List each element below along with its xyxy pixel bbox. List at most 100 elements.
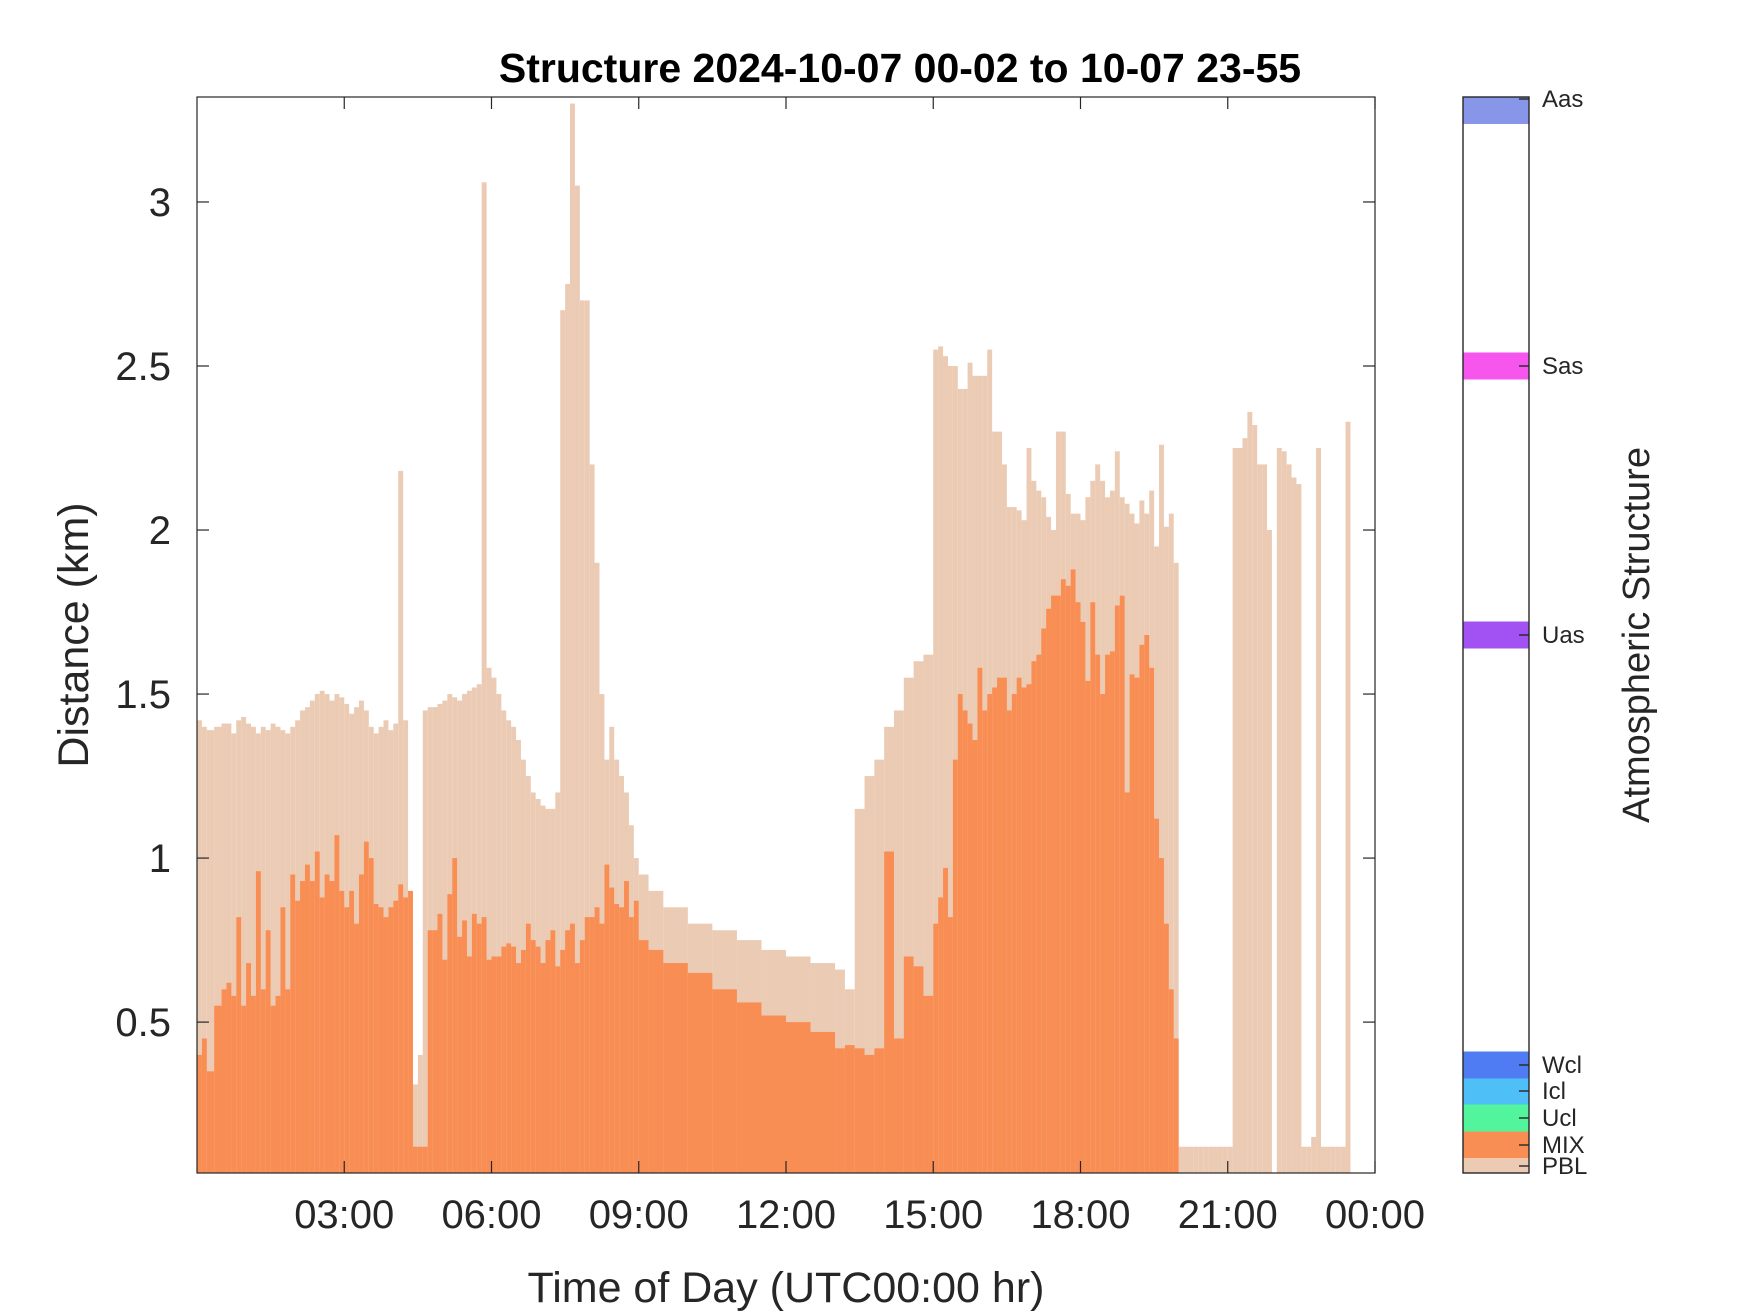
mix-bar: [373, 904, 379, 1173]
pbl-bar: [412, 1084, 418, 1173]
mix-bar: [290, 874, 296, 1173]
mix-bar: [516, 963, 521, 1173]
mix-bar: [982, 710, 988, 1173]
pbl-bar: [854, 808, 865, 1173]
pbl-bar: [1163, 526, 1169, 1173]
mix-bar: [893, 1038, 904, 1173]
pbl-bar: [417, 1054, 423, 1173]
mix-bar: [295, 900, 301, 1173]
y-axis: 0.5 1 1.5 2 2.5 3: [115, 181, 1375, 1045]
pbl-bar: [943, 356, 948, 1173]
pbl-bar: [1222, 1146, 1228, 1173]
mix-bar: [1041, 628, 1047, 1173]
mix-bar: [1159, 858, 1164, 1173]
mix-bar: [329, 881, 335, 1173]
mix-bar: [1055, 595, 1061, 1173]
pbl-bar: [1247, 411, 1253, 1173]
plot-area: [197, 103, 1351, 1174]
mix-bar: [275, 995, 281, 1173]
mix-bar: [525, 923, 531, 1173]
mix-bar: [570, 923, 575, 1173]
mix-bar: [1139, 644, 1145, 1173]
colorbar-band-pbl: [1463, 1159, 1529, 1173]
mix-bar: [1026, 684, 1032, 1173]
pbl-bar: [285, 733, 291, 1173]
colorbar-label-pbl: PBL: [1542, 1153, 1587, 1180]
pbl-bar: [275, 726, 281, 1173]
pbl-bar: [250, 726, 256, 1173]
mix-bar: [246, 963, 251, 1173]
mix-bar: [624, 881, 629, 1173]
mix-bar: [324, 874, 330, 1173]
pbl-bar: [231, 733, 237, 1173]
pbl-bar: [1281, 451, 1287, 1173]
pbl-bar: [197, 720, 202, 1173]
pbl-bar: [574, 185, 580, 1173]
mix-bar: [1149, 667, 1155, 1173]
pbl-bar: [1178, 1146, 1184, 1173]
mix-bar: [1031, 661, 1037, 1173]
mix-bar: [913, 966, 924, 1173]
colorbar-band-aas: [1463, 97, 1529, 124]
pbl-bar: [1262, 464, 1268, 1173]
pbl-bar: [246, 723, 251, 1173]
mix-bar: [501, 946, 507, 1173]
mix-bar: [604, 864, 610, 1173]
pbl-bar: [1345, 421, 1351, 1173]
mix-bar: [1134, 677, 1140, 1173]
mix-bar: [378, 907, 384, 1173]
mix-bar: [1075, 602, 1081, 1173]
y-tick-label: 1: [149, 837, 171, 881]
mix-bar: [452, 858, 458, 1173]
pbl-bar: [1168, 513, 1174, 1173]
colorbar-label-sas: Sas: [1542, 353, 1583, 380]
mix-bar: [393, 900, 399, 1173]
mix-bar: [442, 959, 448, 1173]
pbl-bar: [579, 300, 585, 1173]
mix-bar: [457, 936, 463, 1173]
mix-bar: [614, 904, 620, 1173]
mix-bar: [226, 982, 232, 1173]
mix-bar: [884, 851, 894, 1173]
mix-bar: [938, 897, 944, 1173]
pbl-bar: [570, 103, 575, 1173]
mix-bar: [1060, 579, 1066, 1173]
mix-bar: [957, 694, 963, 1173]
pbl-bar: [589, 464, 595, 1173]
mix-bar: [1021, 687, 1027, 1173]
mix-bar: [530, 940, 536, 1173]
mix-bar: [1011, 694, 1017, 1173]
mix-bar: [1173, 1038, 1179, 1173]
pbl-bar: [1198, 1146, 1204, 1173]
mix-bar: [663, 963, 688, 1173]
mix-bar: [412, 1146, 418, 1173]
pbl-bar: [947, 366, 953, 1173]
mix-bar: [736, 1002, 762, 1173]
pbl-bar: [933, 349, 939, 1174]
mix-bar: [712, 989, 737, 1173]
mix-bar: [520, 949, 526, 1173]
mix-bar: [300, 881, 305, 1173]
pbl-bar: [260, 726, 266, 1173]
mix-bar: [417, 1146, 423, 1173]
mix-bar: [997, 677, 1002, 1173]
mix-bar: [491, 956, 497, 1173]
mix-bar: [1124, 792, 1130, 1173]
mix-bar: [437, 913, 443, 1173]
mix-bar: [1095, 654, 1101, 1173]
mix-bar: [619, 907, 625, 1173]
mix-bar: [550, 930, 556, 1173]
mix-bar: [476, 923, 482, 1173]
mix-bar: [358, 874, 364, 1173]
colorbar-band-uas: [1463, 621, 1529, 649]
pbl-bar: [1183, 1146, 1189, 1173]
y-tick-label: 2: [149, 509, 171, 553]
mix-bar: [506, 943, 512, 1173]
pbl-bar: [1217, 1146, 1223, 1173]
x-axis: 03:00 06:00 09:00 12:00 15:00 18:00 21:00 00:00: [294, 97, 1425, 1237]
mix-bar: [1080, 621, 1086, 1173]
pbl-bar: [214, 726, 222, 1173]
pbl-bar: [584, 300, 590, 1173]
mix-bar: [304, 864, 310, 1173]
